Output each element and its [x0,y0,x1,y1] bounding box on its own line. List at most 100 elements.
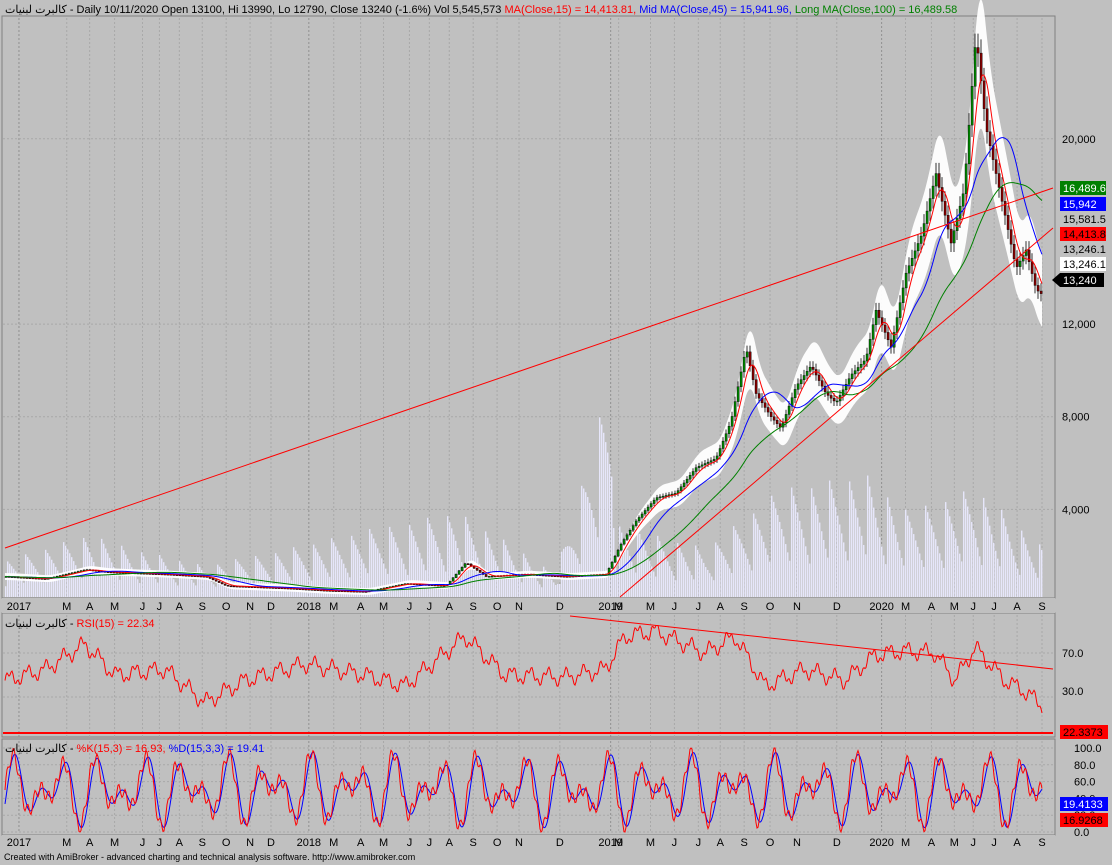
candle-body [694,467,698,472]
x-axis-label-bottom: J [140,837,146,849]
x-axis-label-bottom: M [646,837,655,849]
volume-bar [651,566,653,597]
volume-bar [637,528,639,597]
candle-body [997,173,1001,188]
price-header: كالبرت لبنيات - Daily 10/11/2020 Open 13… [5,4,957,16]
volume-bar [487,537,489,597]
volume-bar [475,551,477,597]
volume-bar [307,572,309,597]
volume-bar [365,568,367,597]
volume-bar [743,548,745,597]
candle-body [454,574,458,578]
x-axis-label: J [696,601,702,613]
volume-bar [819,522,821,597]
volume-bar [901,557,903,597]
volume-bar [667,561,669,597]
volume-bar [953,530,955,597]
volume-bar [111,562,113,597]
candle-body [1030,261,1034,274]
volume-bar [421,558,423,597]
volume-bar [215,586,217,597]
volume-bar [771,495,773,597]
volume-bar [165,565,167,597]
volume-bar [955,538,957,597]
price-y-tick: 20,000 [1062,134,1096,146]
volume-bar [23,582,25,597]
volume-bar [739,538,741,597]
volume-bar [1007,534,1009,597]
volume-bar [351,535,353,597]
volume-bar [113,566,115,597]
volume-bar [403,563,405,597]
volume-bar [1015,562,1017,597]
x-axis-label-bottom: N [246,837,254,849]
volume-bar [427,517,429,597]
stoch-k-tag-bg [1060,813,1108,827]
volume-bar [647,555,649,597]
candle-body [223,583,227,586]
stoch-k-tag-text: 16.9268 [1063,815,1103,827]
volume-bar [673,575,675,597]
candle-body [916,243,920,252]
candle-body [913,250,917,259]
x-axis-label-bottom: J [427,837,433,849]
candle-body [649,503,653,508]
x-axis-label-bottom: J [991,837,997,849]
volume-bar [317,552,319,597]
volume-bar [985,507,987,597]
volume-bar [369,529,371,597]
candle-body [1000,187,1004,202]
candle-body [976,47,980,54]
x-axis-label: N [246,601,254,613]
candle-body [712,459,716,461]
volume-bar [375,543,377,597]
volume-bar [713,580,715,597]
volume-bar [1003,518,1005,597]
candle-body [946,215,950,230]
candle-body [217,580,221,583]
volume-bar [799,520,801,597]
volume-bar [781,529,783,597]
price-tag-bg [1060,197,1106,211]
volume-bar [543,566,545,597]
volume-bar [109,557,111,597]
candle-body [979,52,983,82]
volume-bar [213,584,215,597]
candle-body [727,426,731,434]
candle-body [895,317,899,333]
volume-bar [161,558,163,597]
candle-body [214,579,218,582]
volume-bar [297,554,299,597]
candle-body [805,371,809,376]
volume-bar [643,545,645,597]
x-axis-label-bottom: J [971,837,977,849]
volume-bar [733,526,735,597]
volume-bar [775,508,777,597]
candle-body [487,576,491,578]
volume-bar [649,561,651,597]
candle-body [220,582,224,585]
candle-body [886,332,890,341]
volume-bar [939,553,941,597]
candle-body [679,486,683,491]
ma45-label: Mid MA(Close,45) = 15,941.96, [639,4,795,16]
volume-bar [411,530,413,597]
candle-body [475,567,479,571]
volume-bar [929,518,931,597]
volume-bar [737,534,739,597]
volume-bar [177,585,179,597]
volume-bar [79,573,81,597]
volume-bar [645,550,647,597]
volume-bar [361,558,363,597]
volume-bar [379,553,381,597]
volume-bar [197,564,199,597]
volume-bar [1039,544,1041,597]
candle-body [730,416,734,427]
volume-bar [533,574,535,597]
volume-bar [665,556,667,597]
x-axis-label-bottom: S [199,837,206,849]
volume-bar [191,579,193,597]
volume-bar [423,564,425,597]
price-tag-text: 13,246.1 [1063,244,1106,256]
